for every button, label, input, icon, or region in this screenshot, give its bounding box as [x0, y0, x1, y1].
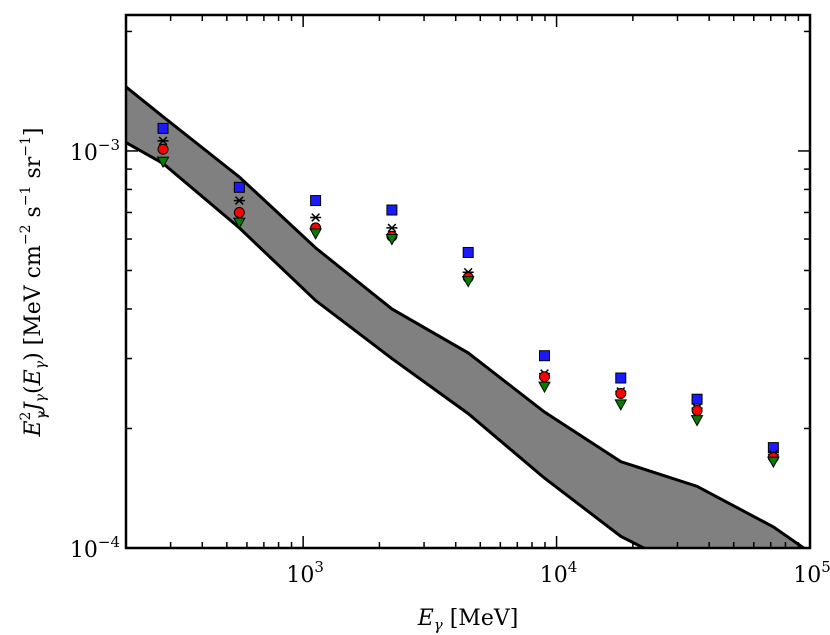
plot-frame: [124, 13, 812, 550]
data-point-triangle-down-1: [232, 217, 246, 230]
series-3: [156, 156, 780, 469]
band-lower-edge: [126, 141, 648, 548]
data-point-triangle-down-6: [614, 399, 628, 411]
band-upper-edge: [126, 85, 807, 548]
x-tick-label: 105: [793, 558, 830, 588]
x-tick-label: 103: [286, 558, 324, 588]
data-point-triangle-down-5: [538, 381, 551, 394]
marker-layer: [156, 122, 780, 469]
tick-label-layer: 103 104 105 10−3 10−4: [70, 136, 830, 588]
data-point-square-1: [233, 181, 245, 193]
data-point-triangle-down-7: [690, 415, 704, 427]
data-point-triangle-down-2: [309, 228, 322, 240]
data-point-asterisk-3: [386, 223, 398, 233]
data-point-square-6: [615, 372, 627, 384]
y-axis-label: E2γJγ(Eγ) [MeV cm−2 s−1 sr−1]: [18, 128, 50, 438]
data-point-asterisk-2: [310, 213, 322, 222]
tick-layer: [125, 15, 811, 549]
data-point-square-4: [462, 246, 474, 258]
data-point-square-2: [310, 195, 322, 207]
y-tick-label: 10−4: [70, 533, 120, 563]
data-point-square-5: [538, 350, 550, 362]
data-point-circle-7: [691, 404, 703, 416]
data-point-asterisk-0: [157, 136, 169, 146]
data-point-triangle-down-8: [767, 456, 780, 469]
data-point-asterisk-1: [233, 196, 245, 205]
data-point-triangle-down-4: [461, 276, 475, 288]
data-point-circle-1: [233, 206, 245, 218]
data-point-triangle-down-3: [385, 234, 399, 246]
y-tick-label: 10−3: [70, 136, 120, 166]
data-point-circle-6: [615, 387, 627, 399]
data-point-square-7: [691, 393, 703, 405]
data-point-triangle-down-0: [156, 156, 170, 169]
x-tick-label: 104: [540, 558, 578, 588]
band-layer: [126, 85, 807, 548]
data-point-circle-5: [538, 371, 550, 383]
series-0: [157, 122, 779, 454]
data-point-square-0: [157, 122, 169, 134]
data-point-square-3: [386, 204, 398, 216]
x-axis-label: Eγ [MeV]: [417, 606, 519, 634]
data-point-circle-0: [157, 143, 169, 155]
